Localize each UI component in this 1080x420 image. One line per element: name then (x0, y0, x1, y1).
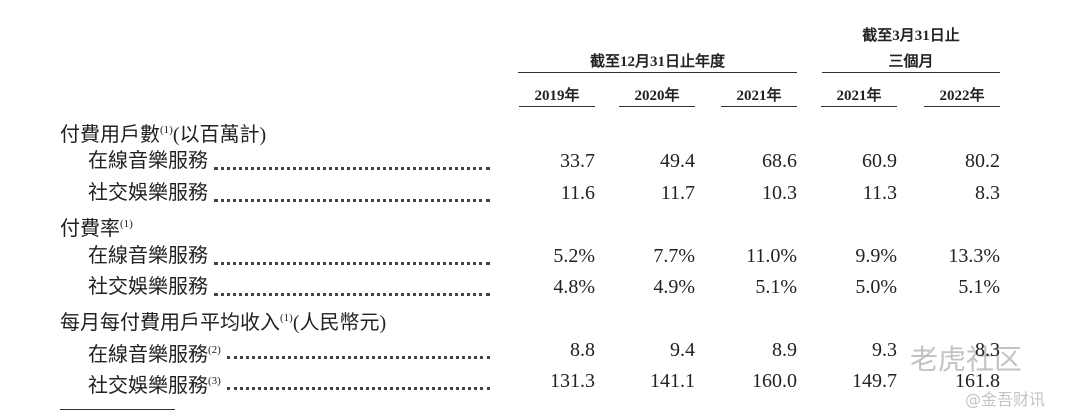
row-label: 在線音樂服務 (88, 244, 208, 268)
year-rule (721, 106, 797, 107)
row-label: 在線音樂服務 (88, 149, 208, 173)
table-cell: 5.1% (958, 276, 1000, 298)
table-cell: 68.6 (762, 150, 797, 173)
footnote-ref: (1) (280, 312, 293, 325)
year-rule (519, 106, 595, 107)
row-label: 社交娛樂服務 (88, 181, 208, 205)
table-cell: 9.3 (872, 338, 897, 361)
table-cell: 9.9% (855, 244, 897, 267)
table-cell: 49.4 (660, 150, 695, 173)
table-cell: 131.3 (550, 370, 595, 393)
year-rule (821, 106, 897, 107)
table-cell: 33.7 (560, 150, 595, 173)
row-title: 在線音樂服務 (88, 343, 208, 366)
row-title: 在線音樂服務 (88, 150, 208, 173)
table-cell: 8.3 (975, 181, 1000, 204)
section-unit: (人民幣元) (292, 312, 387, 335)
table-cell: 8.8 (570, 338, 595, 361)
table-cell: 11.3 (862, 181, 897, 204)
watermark-logo: 老虎社区 (910, 343, 1023, 376)
year-header: 2020年 (634, 88, 680, 104)
table-cell: 9.4 (670, 338, 695, 361)
table-cell: 60.9 (862, 150, 897, 173)
dot-leader (226, 355, 490, 359)
table-cell: 11.6 (560, 181, 595, 204)
row-title: 社交娛樂服務 (88, 181, 208, 204)
table-cell: 7.7% (653, 244, 695, 267)
watermark-source: @金吾财讯 (965, 390, 1046, 409)
table-cell: 5.0% (855, 276, 897, 298)
table-cell: 13.3% (948, 244, 1000, 267)
dot-leader (214, 293, 490, 296)
header-rule (822, 72, 1000, 73)
table-cell: 4.8% (553, 276, 595, 298)
year-rule (924, 106, 1000, 107)
table-cell: 4.9% (653, 276, 695, 298)
table-cell: 141.1 (650, 370, 695, 393)
section-title: 每月每付費用戶平均收入 (60, 312, 280, 335)
section-unit: (以百萬計) (172, 124, 267, 146)
row-label: 社交娛樂服務 (88, 275, 208, 299)
table-cell: 80.2 (965, 150, 1000, 173)
table-cell: 160.0 (752, 370, 797, 393)
table-cell: 11.0% (746, 244, 797, 267)
footnote-ref: (3) (208, 375, 221, 388)
footnote-ref: (1) (160, 124, 173, 136)
group-header: 截至3月31日止 (862, 28, 960, 44)
section-label: 每月每付費用戶平均收入(1)(人民幣元) (60, 306, 386, 335)
table-cell: 5.1% (755, 276, 797, 298)
year-header: 2022年 (939, 88, 985, 104)
footnote-rule (60, 409, 175, 410)
section-title: 付費用戶數 (60, 124, 160, 146)
table-cell: 149.7 (852, 370, 897, 393)
year-header: 2021年 (736, 88, 782, 104)
footnote-ref: (1) (120, 218, 133, 231)
row-title: 在線音樂服務 (88, 244, 208, 267)
table-cell: 11.7 (660, 181, 695, 204)
row-title: 社交娛樂服務 (88, 375, 208, 398)
section-label: 付費率(1) (60, 212, 133, 241)
section-title: 付費率 (60, 218, 120, 241)
row-title: 社交娛樂服務 (88, 276, 208, 298)
dot-leader (214, 198, 490, 202)
dot-leader (214, 261, 490, 265)
section-label: 付費用戶數(1)(以百萬計) (60, 118, 266, 147)
year-rule (619, 106, 695, 107)
footnote-ref: (2) (208, 343, 221, 356)
header-rule (518, 72, 797, 73)
year-header: 2019年 (534, 88, 580, 104)
table-cell: 10.3 (762, 181, 797, 204)
table-cell: 161.8 (955, 370, 1000, 393)
table-cell: 8.9 (772, 338, 797, 361)
row-label: 在線音樂服務(2) (88, 338, 221, 367)
row-label: 社交娛樂服務(3) (88, 369, 221, 398)
dot-leader (226, 387, 490, 391)
year-header: 2021年 (836, 88, 882, 104)
group-header: 截至12月31日止年度 (589, 54, 725, 70)
table-cell: 5.2% (553, 244, 595, 267)
table-cell: 8.3 (975, 338, 1000, 361)
group-header: 三個月 (888, 54, 934, 70)
dot-leader (214, 167, 490, 171)
